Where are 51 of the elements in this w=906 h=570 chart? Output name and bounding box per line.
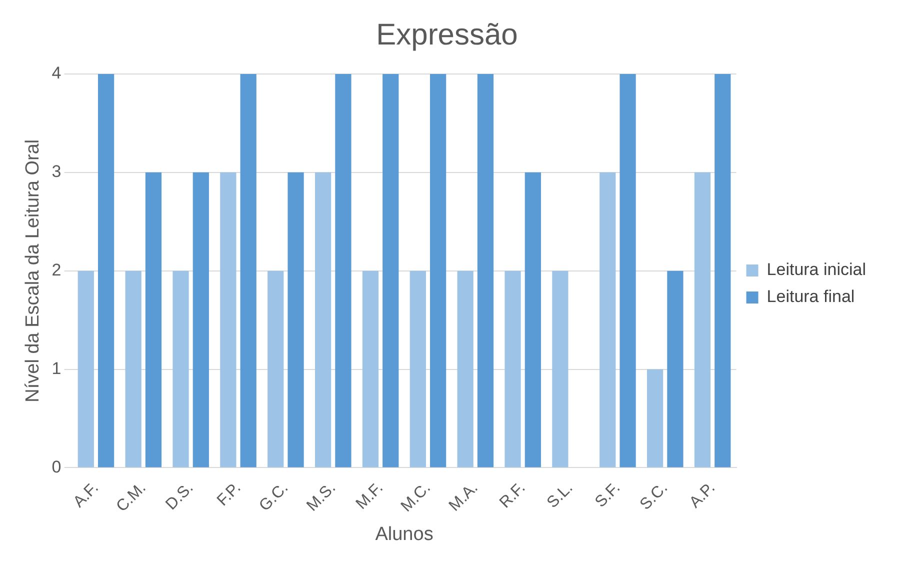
y-tick-label: 1	[52, 358, 62, 378]
chart-title: Expressão	[376, 18, 518, 52]
bar	[552, 270, 568, 468]
bar	[314, 172, 332, 468]
bar	[410, 270, 426, 468]
bar	[220, 172, 236, 468]
x-tick-label: S.L.	[544, 479, 576, 512]
bar	[504, 270, 521, 468]
x-axis-title: Alunos	[375, 524, 434, 545]
y-axis-title: Nível da Escala da Leitura Oral	[22, 139, 44, 402]
bar	[362, 270, 379, 468]
x-tick-label: S.C.	[637, 479, 672, 514]
x-tick-label: M.S.	[304, 479, 340, 515]
x-tick-label: M.A.	[446, 479, 482, 515]
bar	[98, 74, 114, 468]
bar	[172, 270, 189, 468]
bar	[620, 74, 636, 468]
y-tick-label: 0	[52, 457, 62, 476]
bar	[430, 74, 446, 468]
x-tick-label: D.S.	[162, 479, 197, 514]
y-tick-label: 3	[52, 162, 62, 182]
bar	[457, 270, 474, 468]
bar	[667, 270, 684, 468]
bar	[477, 74, 494, 468]
bar	[646, 369, 664, 468]
bar	[288, 172, 304, 468]
legend-label: Leitura final	[766, 287, 855, 306]
bar	[600, 172, 616, 468]
x-tick-label: M.F.	[353, 479, 386, 513]
x-tick-label: A.P.	[686, 479, 719, 512]
bar	[145, 172, 162, 468]
bar	[268, 270, 284, 468]
bar	[382, 74, 399, 468]
x-tick-label: G.C.	[256, 479, 292, 515]
bar	[714, 74, 731, 468]
legend-label: Leitura inicial	[766, 260, 866, 280]
bar	[78, 270, 94, 468]
x-tick-label: R.F.	[496, 479, 529, 512]
x-tick-label: M.C.	[398, 479, 434, 516]
bar	[335, 74, 352, 468]
x-tick-label: A.F.	[70, 479, 102, 511]
bar	[694, 172, 711, 468]
y-tick-label: 2	[52, 260, 62, 280]
x-tick-label: S.F.	[592, 479, 624, 511]
y-tick-label: 4	[52, 64, 62, 83]
bar	[240, 74, 256, 468]
bar	[524, 172, 541, 468]
bar	[125, 270, 142, 468]
bar	[192, 172, 209, 468]
x-tick-label: C.M.	[113, 479, 150, 516]
x-tick-label: F.P.	[214, 479, 244, 510]
